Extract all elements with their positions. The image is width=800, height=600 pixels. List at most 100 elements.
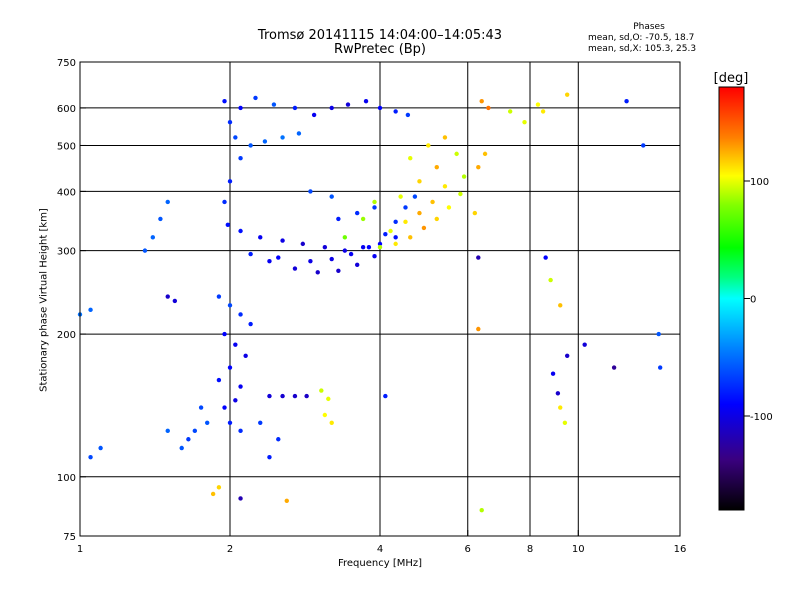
data-point xyxy=(227,179,233,184)
data-point xyxy=(454,151,459,157)
data-point xyxy=(238,312,243,317)
data-point xyxy=(543,255,548,260)
data-point xyxy=(383,393,388,399)
data-point xyxy=(98,445,103,451)
y-tick-label: 200 xyxy=(57,330,76,341)
data-point xyxy=(238,105,243,111)
data-point xyxy=(476,164,481,170)
data-point xyxy=(336,268,341,273)
data-point xyxy=(280,135,285,140)
data-point xyxy=(372,199,377,205)
colorbar-tick-label: -100 xyxy=(750,412,773,423)
data-points xyxy=(77,92,663,513)
data-point xyxy=(479,98,484,104)
data-point xyxy=(507,109,513,114)
data-point xyxy=(248,143,253,148)
y-tick-label: 300 xyxy=(57,247,76,258)
data-point xyxy=(216,377,222,383)
data-point xyxy=(377,245,383,250)
data-point xyxy=(198,405,204,410)
data-point xyxy=(165,199,170,205)
data-point xyxy=(458,191,463,197)
data-point xyxy=(476,255,481,260)
data-point xyxy=(486,105,491,111)
data-point xyxy=(267,454,272,460)
colorbar xyxy=(718,86,745,511)
data-point xyxy=(165,294,170,299)
data-point xyxy=(227,119,233,125)
data-point xyxy=(548,277,553,283)
data-point xyxy=(446,205,452,210)
data-point xyxy=(372,253,377,259)
data-point xyxy=(421,225,427,231)
data-point xyxy=(248,321,253,327)
data-point xyxy=(192,428,198,434)
data-point xyxy=(222,331,227,337)
y-axis-label: Stationary phase Virtual Height [km] xyxy=(38,208,50,392)
data-point xyxy=(426,143,431,148)
chart-subtitle: RwPretec (Bp) xyxy=(333,42,427,57)
data-point xyxy=(329,256,334,262)
x-tick-label: 8 xyxy=(527,544,533,555)
data-point xyxy=(216,294,222,299)
data-point xyxy=(403,219,408,225)
data-point xyxy=(238,228,243,234)
data-point xyxy=(227,365,233,370)
data-point xyxy=(315,270,320,275)
data-point xyxy=(582,342,587,347)
data-point xyxy=(280,238,285,243)
data-point xyxy=(262,139,268,144)
data-point xyxy=(611,365,617,370)
data-point xyxy=(408,156,413,161)
data-point xyxy=(535,102,541,107)
data-point xyxy=(322,412,328,418)
colorbar-label: [deg] xyxy=(714,71,749,86)
data-point xyxy=(383,231,388,237)
data-point xyxy=(377,105,383,111)
x-axis-ticks: 1 2 4 6 8 10 16 xyxy=(77,530,686,555)
data-point xyxy=(238,496,243,501)
data-point xyxy=(227,303,233,308)
data-point xyxy=(366,245,372,250)
data-point xyxy=(210,491,216,497)
data-point xyxy=(308,258,313,264)
data-point xyxy=(319,388,324,393)
y-tick-label: 400 xyxy=(57,187,76,198)
y-tick-label: 600 xyxy=(57,104,76,115)
data-point xyxy=(150,235,156,240)
y-tick-label: 750 xyxy=(57,58,76,69)
data-point xyxy=(238,384,243,389)
data-point xyxy=(564,92,570,97)
data-point xyxy=(564,353,570,358)
x-tick-label: 4 xyxy=(377,544,383,555)
data-point xyxy=(393,109,398,114)
data-point xyxy=(243,353,248,358)
data-point xyxy=(417,210,422,216)
data-point xyxy=(300,241,306,247)
data-point xyxy=(555,391,561,396)
colorbar-ticks: -100 0 100 xyxy=(744,177,773,423)
data-point xyxy=(216,485,222,490)
data-point xyxy=(442,184,448,189)
data-point xyxy=(308,189,313,194)
data-point xyxy=(412,194,418,199)
data-point xyxy=(267,393,272,399)
data-point xyxy=(434,164,439,170)
x-tick-label: 2 xyxy=(227,544,233,555)
data-point xyxy=(354,262,360,268)
data-point xyxy=(476,326,481,332)
data-point xyxy=(238,428,243,434)
data-point xyxy=(225,222,231,228)
data-point xyxy=(641,143,646,148)
data-point xyxy=(233,398,238,403)
phase-stats-o: mean, sd,O: -70.5, 18.7 xyxy=(588,33,695,43)
data-point xyxy=(442,135,448,140)
data-point xyxy=(296,131,302,136)
x-tick-label: 1 xyxy=(77,544,83,555)
x-tick-label: 6 xyxy=(465,544,471,555)
data-point xyxy=(624,98,629,104)
data-point xyxy=(393,241,398,247)
data-point xyxy=(656,331,661,337)
phase-stats-title: Phases xyxy=(633,22,665,32)
data-point xyxy=(405,112,411,118)
